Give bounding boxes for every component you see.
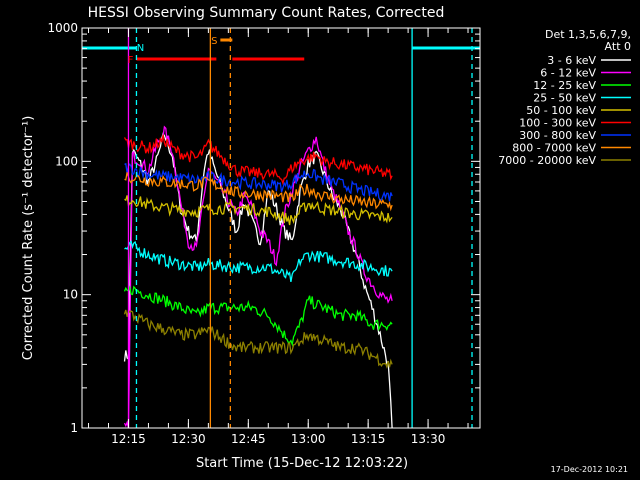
flag-overlay-layer: FN S [82,28,480,428]
series-4 [124,195,393,226]
x-axis-label: Start Time (15-Dec-12 12:03:22) [196,456,408,471]
x-tick-label: 13:30 [411,432,446,446]
series-1 [123,125,393,429]
series-layer [123,125,393,429]
legend-label: 50 - 100 keV [526,104,596,117]
series-line [124,162,393,202]
x-tick-label: 13:00 [291,432,326,446]
legend-title-line-2: Att 0 [605,40,631,53]
axis-ticks: 1 10 100 1000 12:15 12:30 12:45 13:00 13:15 13:30 [47,21,480,446]
y-tick-label: 10 [63,288,78,302]
flag-label-F: F [128,55,134,66]
flag-label-S: S [211,36,217,47]
y-axis-label: Corrected Count Rate (s⁻¹ detector⁻¹) [21,116,36,361]
flag-label-N: N [137,43,144,54]
legend-label: 25 - 50 keV [533,92,596,105]
plot-frame [81,27,481,429]
plot-timestamp: 17-Dec-2012 10:21 [551,465,628,474]
legend-label: 3 - 6 keV [547,54,596,67]
series-8 [123,308,393,369]
legend-label: 300 - 800 keV [519,129,596,142]
series-3 [124,240,393,283]
series-5 [123,134,393,186]
series-6 [124,162,393,202]
chart-title: HESSI Observing Summary Count Rates, Cor… [88,5,445,21]
legend-label: 12 - 25 keV [533,79,596,92]
y-tick-label: 1000 [47,21,78,35]
legend-title-line-1: Det 1,3,5,6,7,9, [545,28,631,41]
series-2 [123,285,393,348]
y-tick-label: 100 [55,154,78,168]
series-line [123,285,393,348]
series-line [123,125,393,429]
series-line [123,308,393,369]
series-7 [124,172,393,212]
x-tick-label: 12:45 [231,432,266,446]
y-tick-label: 1 [70,421,78,435]
x-tick-label: 13:15 [351,432,386,446]
legend-label: 800 - 7000 keV [512,142,596,155]
series-line [124,172,393,212]
series-line [124,195,393,226]
legend-label: 6 - 12 keV [540,67,596,80]
series-line [123,134,393,186]
legend-label: 7000 - 20000 keV [498,154,596,167]
legend-label: 100 - 300 keV [519,117,596,130]
x-tick-label: 12:15 [111,432,146,446]
series-line [124,240,393,283]
x-tick-label: 12:30 [171,432,206,446]
